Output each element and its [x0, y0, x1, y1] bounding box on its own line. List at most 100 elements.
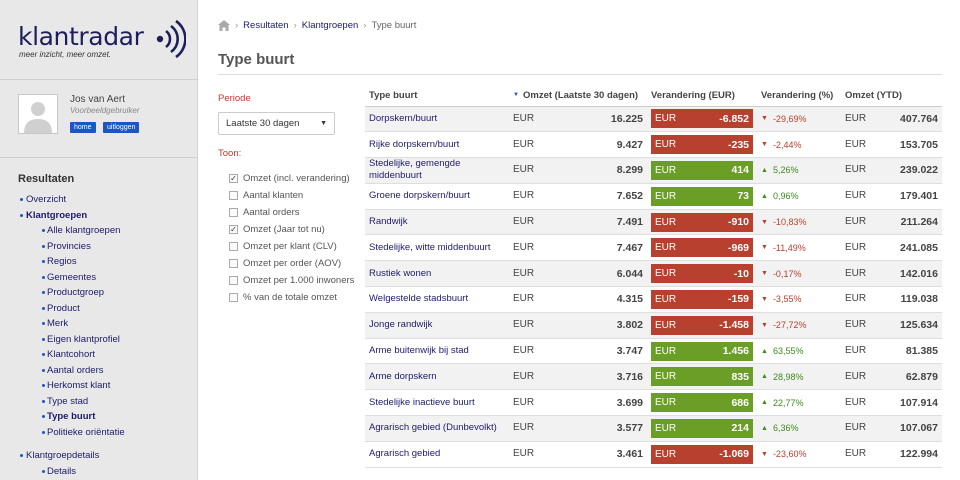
- row-link[interactable]: Rijke dorpskern/buurt: [369, 138, 460, 150]
- sidebar-item-provincies[interactable]: Provincies: [26, 239, 125, 255]
- table-row[interactable]: Agrarisch gebied (Dunbevolkt) EUR 3.577 EUR…: [365, 415, 942, 442]
- sidebar-item-aantal-orders[interactable]: Aantal orders: [26, 363, 125, 379]
- cell-type-buurt[interactable]: Agrarisch gebied: [365, 441, 509, 468]
- row-link[interactable]: Arme buitenwijk bij stad: [369, 345, 469, 357]
- sidebar-item-klantcohort[interactable]: Klantcohort: [26, 347, 125, 363]
- show-option[interactable]: ✓ Omzet (Jaar tot nu): [229, 221, 354, 238]
- cell-type-buurt[interactable]: Stedelijke inactieve buurt: [365, 389, 509, 417]
- col-header-change-pct[interactable]: Verandering (%): [757, 86, 841, 107]
- checkbox[interactable]: [229, 259, 238, 268]
- sidebar-item-gemeentes[interactable]: Gemeentes: [26, 270, 125, 286]
- arrow-down-icon: ▼: [761, 244, 768, 252]
- cell-type-buurt[interactable]: Arme dorpskern: [365, 363, 509, 391]
- table-row[interactable]: Arme dorpskern EUR 3.716 EUR 835 ▲ 28,98% EUR 62…: [365, 363, 942, 391]
- sidebar-item-eigen-klantprofiel[interactable]: Eigen klantprofiel: [26, 332, 125, 348]
- cell-type-buurt[interactable]: Rustiek wonen: [365, 260, 509, 288]
- pct-value: 22,77%: [772, 397, 804, 408]
- home-icon[interactable]: [218, 19, 230, 31]
- cell-type-buurt[interactable]: Dorpskern/buurt: [365, 106, 509, 133]
- row-link[interactable]: Jonge randwijk: [369, 319, 433, 331]
- table-row[interactable]: Stedelijke inactieve buurt EUR 3.699 EUR 686…: [365, 389, 942, 417]
- sidebar-item-merk[interactable]: Merk: [26, 316, 125, 332]
- home-button[interactable]: home: [70, 122, 96, 133]
- col-header-ytd[interactable]: Omzet (YTD): [841, 86, 942, 107]
- table-row[interactable]: Stedelijke, gemengde middenbuurt EUR 8.299…: [365, 157, 942, 184]
- sidebar-item-details[interactable]: Details: [26, 464, 125, 480]
- table-row[interactable]: Jonge randwijk EUR 3.802 EUR -1.458 ▼ -27,72% E…: [365, 312, 942, 339]
- checkbox[interactable]: [229, 191, 238, 200]
- table-row[interactable]: Stedelijke, witte middenbuurt EUR 7.467 EUR…: [365, 234, 942, 262]
- row-link[interactable]: Agrarisch gebied: [369, 448, 441, 460]
- cell-type-buurt[interactable]: Rijke dorpskern/buurt: [365, 131, 509, 159]
- table-row[interactable]: Agrarisch gebied EUR 3.461 EUR -1.069 ▼ -23,60…: [365, 441, 942, 468]
- cell-type-buurt[interactable]: Arme buitenwijk bij stad: [365, 338, 509, 365]
- sidebar-item-type-buurt[interactable]: Type buurt: [26, 409, 125, 425]
- cell-type-buurt[interactable]: Stedelijke, gemengde middenbuurt: [365, 157, 509, 184]
- show-option[interactable]: Omzet per order (AOV): [229, 255, 354, 272]
- cell-type-buurt[interactable]: Agrarisch gebied (Dunbevolkt): [365, 415, 509, 442]
- sidebar-item-klantgroepdetails[interactable]: Klantgroepdetails: [20, 448, 125, 464]
- col-header-type[interactable]: Type buurt: [365, 86, 509, 107]
- row-link[interactable]: Randwijk: [369, 216, 408, 228]
- row-link[interactable]: Dorpskern/buurt: [369, 112, 438, 124]
- sidebar-item-overzicht[interactable]: Overzicht: [20, 192, 125, 208]
- row-link[interactable]: Agrarisch gebied (Dunbevolkt): [369, 422, 497, 434]
- show-option[interactable]: Aantal orders: [229, 204, 354, 221]
- row-link[interactable]: Rustiek wonen: [369, 267, 432, 279]
- show-option[interactable]: Omzet per 1.000 inwoners: [229, 272, 354, 289]
- checkbox[interactable]: [229, 276, 238, 285]
- col-header-change-eur[interactable]: Verandering (EUR): [647, 86, 757, 107]
- breadcrumb-resultaten[interactable]: Resultaten: [243, 19, 289, 31]
- table-row[interactable]: Groene dorpskern/buurt EUR 7.652 EUR 73 ▲ 0,96…: [365, 183, 942, 210]
- pct-value: -0,17%: [772, 268, 802, 279]
- currency: EUR: [655, 448, 677, 460]
- cell-type-buurt[interactable]: Stedelijke, witte middenbuurt: [365, 234, 509, 262]
- table-row[interactable]: Dorpskern/buurt EUR 16.225 EUR -6.852 ▼ -29,69…: [365, 106, 942, 133]
- checkbox[interactable]: [229, 208, 238, 217]
- logout-button[interactable]: uitloggen: [103, 122, 140, 133]
- table-row[interactable]: Randwijk EUR 7.491 EUR -910 ▼ -10,83% EUR 211.26…: [365, 209, 942, 236]
- row-link[interactable]: Stedelijke inactieve buurt: [369, 396, 475, 408]
- cell-type-buurt[interactable]: Jonge randwijk: [365, 312, 509, 339]
- breadcrumb-klantgroepen[interactable]: Klantgroepen: [301, 19, 359, 31]
- checkbox[interactable]: [229, 242, 238, 251]
- sidebar-item-herkomst-klant[interactable]: Herkomst klant: [26, 378, 125, 394]
- col-header-omzet[interactable]: Omzet (Laatste 30 dagen): [509, 86, 647, 107]
- sidebar-item-alle-klantgroepen[interactable]: Alle klantgroepen: [26, 223, 125, 239]
- sidebar-item-klantgroepen[interactable]: Klantgroepen: [20, 208, 125, 224]
- currency: EUR: [845, 241, 867, 253]
- user-panel: Jos van Aert Voorbeeldgebruiker home uit…: [18, 94, 188, 138]
- sidebar-item-politieke-ori-ntatie[interactable]: Politieke oriëntatie: [26, 425, 125, 441]
- show-option[interactable]: % van de totale omzet: [229, 289, 354, 306]
- show-option[interactable]: Aantal klanten: [229, 187, 354, 204]
- row-link[interactable]: Groene dorpskern/buurt: [369, 190, 470, 202]
- show-option[interactable]: Omzet per klant (CLV): [229, 238, 354, 255]
- checkbox-checked[interactable]: ✓: [229, 174, 238, 183]
- show-option[interactable]: ✓ Omzet (incl. verandering): [229, 170, 354, 187]
- sidebar-item-productgroep[interactable]: Productgroep: [26, 285, 125, 301]
- cell-ytd: EUR 62.879: [841, 363, 942, 391]
- period-select[interactable]: Laatste 30 dagen ▼: [218, 112, 335, 135]
- table-row[interactable]: Arme buitenwijk bij stad EUR 3.747 EUR 1.456…: [365, 338, 942, 365]
- sidebar-item-type-stad[interactable]: Type stad: [26, 394, 125, 410]
- table-row[interactable]: Welgestelde stadsbuurt EUR 4.315 EUR -159 ▼ -3…: [365, 286, 942, 313]
- arrow-up-icon: ▲: [761, 192, 768, 200]
- checkbox[interactable]: [229, 293, 238, 302]
- cell-type-buurt[interactable]: Groene dorpskern/buurt: [365, 183, 509, 210]
- logo[interactable]: klantradar meer inzicht, meer omzet.: [18, 19, 188, 62]
- row-link[interactable]: Arme dorpskern: [369, 370, 437, 382]
- currency: EUR: [513, 164, 535, 176]
- checkbox-checked[interactable]: ✓: [229, 225, 238, 234]
- row-link[interactable]: Stedelijke, gemengde middenbuurt: [369, 158, 461, 182]
- arrow-down-icon: ▼: [761, 321, 768, 329]
- sidebar-item-regios[interactable]: Regios: [26, 254, 125, 270]
- table-row[interactable]: Rustiek wonen EUR 6.044 EUR -10 ▼ -0,17% EUR 142…: [365, 260, 942, 288]
- omzet-value: 8.299: [616, 164, 643, 177]
- cell-change-pct: ▼ -29,69%: [757, 106, 841, 133]
- cell-type-buurt[interactable]: Randwijk: [365, 209, 509, 236]
- sidebar-item-product[interactable]: Product: [26, 301, 125, 317]
- cell-type-buurt[interactable]: Welgestelde stadsbuurt: [365, 286, 509, 313]
- row-link[interactable]: Welgestelde stadsbuurt: [369, 293, 469, 305]
- table-row[interactable]: Rijke dorpskern/buurt EUR 9.427 EUR -235 ▼ -2,…: [365, 131, 942, 159]
- row-link[interactable]: Stedelijke, witte middenbuurt: [369, 241, 491, 253]
